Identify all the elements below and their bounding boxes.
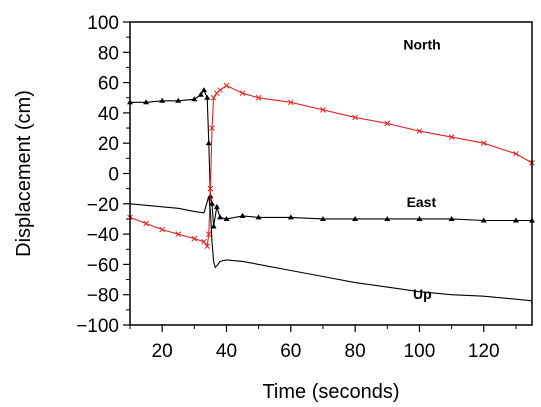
series-annotations: North East Up [403,36,440,302]
series-north-point [209,200,216,206]
series-east-point [287,99,294,106]
series-north-point [159,97,166,103]
series-east-point [513,150,519,157]
series-east-point [217,87,223,94]
series-east-point [255,94,262,101]
series-north-point [204,94,211,100]
series-east-point [210,94,217,101]
y-tick-label: −80 [87,286,119,307]
x-tick-label: 80 [345,341,366,362]
series-east-point [201,238,207,245]
x-tick-label: 20 [152,341,173,362]
series-east-point [384,120,391,127]
y-tick-label: −40 [87,225,119,246]
series-north-point [319,215,326,221]
y-tick-label: −60 [87,255,119,276]
series-east-line [129,84,533,248]
series-east-point [209,125,215,131]
y-axis-ticks: 100 80 60 40 20 0 −20 −40 −60 −80 −100 [76,13,130,337]
y-axis-title: Displacement (cm) [13,90,35,257]
series-north-point [191,96,198,102]
series-east-point [205,231,212,237]
series-east-point [175,231,182,237]
series-north-point [512,217,519,223]
y-tick-label: −100 [76,316,119,337]
series-label: North [403,36,440,52]
series-north-point [200,87,207,93]
y-tick-label: 40 [98,104,119,125]
series-north-point [287,214,294,220]
series-north-point [223,215,230,221]
series-north-point [448,215,455,221]
series-north-point [197,91,204,97]
series-north [127,87,535,229]
series-north-point [480,217,487,223]
series-east-point [448,134,455,140]
x-tick-label: 60 [280,341,301,362]
series-east-point [143,220,149,227]
series-label: East [407,194,437,210]
y-tick-label: −20 [87,195,119,216]
x-axis-ticks: 20 40 60 80 100 120 [129,325,517,362]
series-up-line [129,196,533,302]
series-east-point [204,243,211,250]
series-north-point [239,212,246,218]
series-east-point [207,185,214,192]
series-north-point [210,223,217,229]
x-tick-label: 120 [468,341,500,362]
series-north-point [175,97,182,103]
series-north-point [352,215,359,221]
y-tick-label: 80 [98,43,119,64]
y-tick-label: 100 [87,13,119,34]
series-north-point [384,215,391,221]
series-layer [127,82,535,302]
y-tick-label: 60 [98,74,119,95]
series-east-point [191,235,198,242]
series-north-point [213,203,220,209]
series-east-point [480,140,487,147]
series-east-point [352,114,358,121]
series-north-point [416,215,423,221]
plot-frame [129,21,533,326]
series-north-point [205,140,212,146]
series-east-point [223,82,230,89]
series-north-point [255,214,262,220]
series-east-point [159,226,166,233]
x-axis-title: Time (seconds) [262,381,399,403]
series-north-point [143,99,150,105]
series-east-point [416,128,423,134]
x-tick-label: 40 [216,341,237,362]
x-tick-label: 100 [404,341,436,362]
series-north-point [217,214,224,220]
series-north-line [130,89,532,227]
series-east [127,82,535,250]
y-tick-label: 0 [108,165,119,186]
series-up [129,196,533,302]
series-east-point [320,107,326,113]
y-tick-label: 20 [98,134,119,155]
series-east-point [239,90,246,97]
series-label: Up [413,286,432,302]
